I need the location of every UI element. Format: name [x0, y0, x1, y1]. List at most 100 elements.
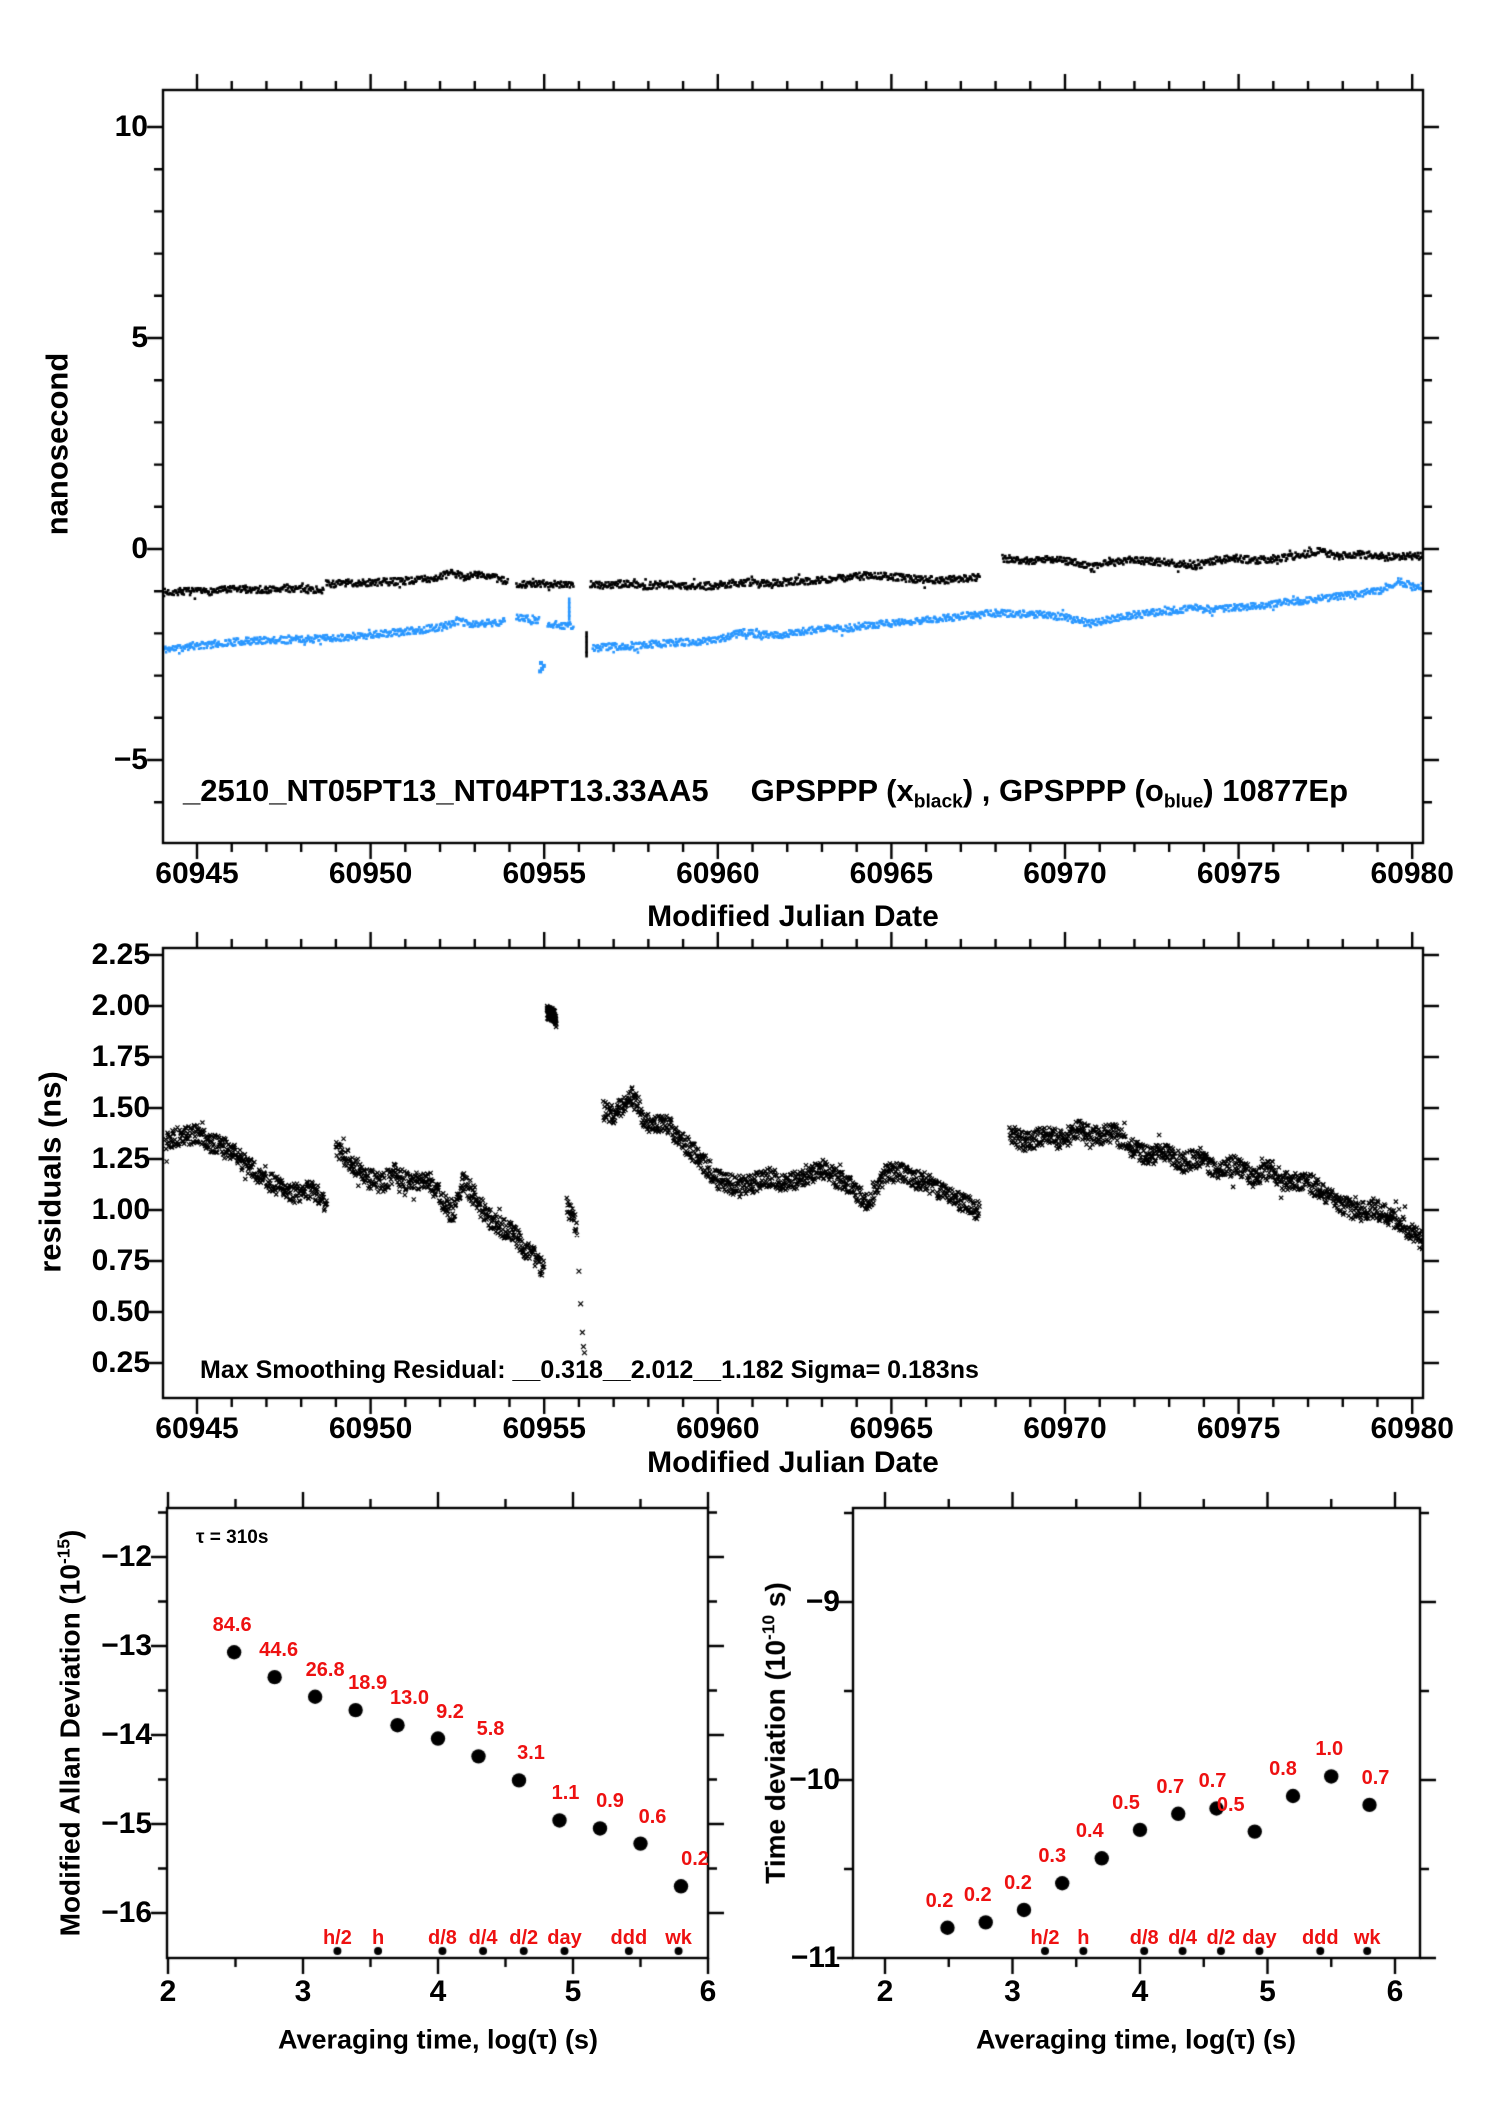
time-marker-label: wk [665, 1927, 692, 1949]
y-tick-label: 0 [131, 532, 148, 565]
x-tick-label: 2 [159, 1975, 177, 2008]
x-tick-label: 60975 [1196, 1412, 1281, 1445]
annotation-part: s) [759, 1582, 791, 1615]
x-tick-label: 60960 [676, 1412, 760, 1445]
smoothing-residual-annotation: Max Smoothing Residual: __0.318__2.012__… [200, 1356, 979, 1384]
time-marker-label: d/8 [428, 1927, 457, 1949]
x-tick-label: 6 [1386, 1975, 1404, 2008]
annotation-part: ) 10877Ep [1203, 773, 1349, 808]
panel2-y-axis-title: residuals (ns) [32, 1071, 68, 1273]
point-value-label: 1.1 [551, 1782, 580, 1805]
annotation-part: -10 [758, 1614, 779, 1640]
panel4-y-axis-title: Time deviation (10-10 s) [758, 1582, 791, 1884]
point-value-label: 0.2 [925, 1889, 954, 1912]
panel1-y-axis-title: nanosecond [39, 352, 75, 536]
x-tick-label: 60955 [502, 857, 586, 890]
y-tick-label: −13 [101, 1629, 152, 1662]
x-tick-label: 60945 [155, 857, 239, 890]
x-tick-label: 4 [429, 1975, 447, 2008]
time-marker-label: ddd [610, 1927, 648, 1949]
x-tick-label: 60970 [1023, 857, 1107, 890]
point-value-label: 0.8 [1269, 1758, 1297, 1781]
time-marker-label: d/2 [509, 1927, 539, 1949]
x-tick-label: 60955 [502, 1412, 586, 1445]
y-tick-label: 1.00 [91, 1193, 150, 1226]
y-tick-label: −15 [101, 1807, 152, 1840]
tau-annotation: τ = 310s [196, 1527, 269, 1548]
y-tick-label: 0.75 [91, 1244, 150, 1277]
time-marker-label: day [547, 1927, 582, 1949]
y-tick-label: 0.50 [91, 1295, 150, 1328]
y-tick-label: 1.75 [91, 1040, 150, 1073]
annotation-part: _2510_NT05PT13_NT04PT13.33AA5 [183, 773, 709, 808]
annotation-part: -15 [53, 1538, 74, 1565]
point-value-label: 26.8 [305, 1658, 345, 1681]
time-marker-label: d/2 [1206, 1927, 1236, 1949]
x-tick-label: 5 [1259, 1975, 1276, 2008]
time-marker-label: ddd [1301, 1927, 1339, 1949]
point-value-label: 0.2 [963, 1884, 992, 1907]
x-tick-label: 60960 [676, 857, 760, 890]
x-tick-label: 60950 [328, 1412, 413, 1445]
y-tick-label: 2.25 [91, 938, 150, 971]
point-value-label: 0.7 [1156, 1775, 1185, 1798]
y-tick-label: −14 [101, 1718, 152, 1751]
x-tick-label: 60975 [1196, 857, 1281, 890]
annotation-part: GPSPPP (x [750, 773, 914, 808]
time-marker-label: h [371, 1927, 385, 1949]
x-tick-label: 60965 [849, 857, 934, 890]
point-value-label: 0.2 [681, 1848, 709, 1871]
point-value-label: 0.4 [1075, 1820, 1104, 1843]
point-value-label: 0.3 [1038, 1845, 1067, 1868]
point-value-label: 0.5 [1216, 1793, 1245, 1816]
time-marker-label: h/2 [1030, 1927, 1060, 1949]
x-tick-label: 60980 [1370, 857, 1454, 890]
x-tick-label: 6 [699, 1975, 717, 2008]
x-tick-label: 5 [564, 1975, 582, 2008]
panel3-x-axis-title: Averaging time, log(τ) (s) [277, 2024, 599, 2055]
panel3-y-axis-title: Modified Allan Deviation (10-15) [53, 1530, 86, 1937]
point-value-label: 5.8 [476, 1718, 505, 1741]
time-marker-label: h [1077, 1927, 1090, 1949]
panel1-x-axis-title: Modified Julian Date [647, 900, 939, 933]
point-value-label: 0.2 [1004, 1871, 1032, 1894]
time-marker-label: d/8 [1129, 1927, 1159, 1949]
panel4-x-axis-title: Averaging time, log(τ) (s) [975, 2024, 1297, 2055]
time-marker-label: d/4 [468, 1927, 498, 1949]
time-marker-label: h/2 [322, 1927, 352, 1949]
y-tick-label: −10 [789, 1763, 840, 1796]
y-tick-label: −5 [113, 743, 148, 776]
point-value-label: 9.2 [436, 1700, 464, 1723]
annotation-part: Time deviation (10 [759, 1639, 791, 1884]
point-value-label: 0.9 [596, 1790, 624, 1813]
time-marker-label: d/4 [1168, 1927, 1198, 1949]
x-tick-label: 60980 [1370, 1412, 1454, 1445]
point-value-label: 0.5 [1112, 1791, 1140, 1814]
point-value-label: 84.6 [212, 1614, 252, 1637]
point-value-label: 1.0 [1315, 1738, 1344, 1761]
y-tick-label: 1.50 [91, 1091, 150, 1124]
x-tick-label: 60950 [328, 857, 413, 890]
x-tick-label: 60965 [849, 1412, 934, 1445]
annotation-part: black [913, 791, 963, 813]
time-marker-label: wk [1353, 1927, 1381, 1949]
annotation-part: ) , GPSPPP (o [962, 773, 1164, 808]
x-tick-label: 60970 [1023, 1412, 1107, 1445]
y-tick-label: 2.00 [91, 989, 150, 1022]
annotation-part: blue [1163, 791, 1204, 813]
x-tick-label: 3 [294, 1975, 312, 2008]
point-value-label: 0.7 [1198, 1770, 1227, 1793]
y-tick-label: 1.25 [91, 1142, 150, 1175]
x-tick-label: 60945 [155, 1412, 239, 1445]
y-tick-label: −9 [805, 1585, 840, 1618]
point-value-label: 3.1 [517, 1742, 545, 1765]
panel2-x-axis-title: Modified Julian Date [647, 1446, 939, 1479]
point-value-label: 13.0 [390, 1687, 429, 1710]
dataset-annotation: _2510_NT05PT13_NT04PT13.33AA5 GPSPPP (xbl… [183, 775, 1348, 812]
annotation-part: Modified Allan Deviation (10 [54, 1564, 86, 1937]
x-tick-label: 2 [876, 1975, 894, 2008]
y-tick-label: 5 [131, 321, 148, 354]
point-value-label: 0.6 [638, 1805, 667, 1828]
point-value-label: 0.7 [1361, 1766, 1390, 1789]
y-tick-label: −11 [790, 1941, 840, 1974]
